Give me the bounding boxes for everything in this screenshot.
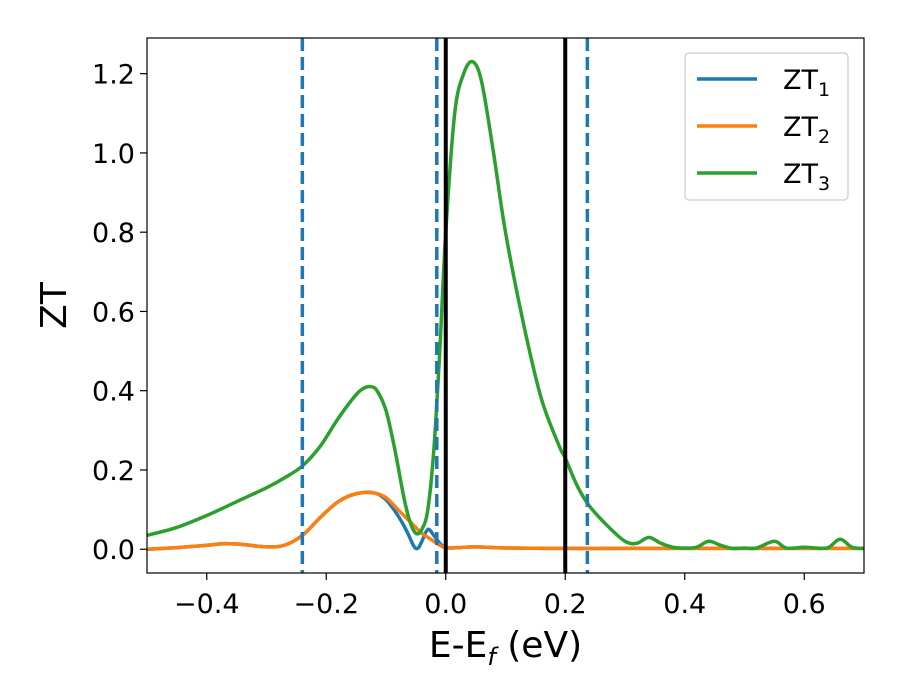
series-line-zt3 <box>147 59 864 551</box>
y-tick-label: 1.0 <box>92 139 135 170</box>
legend-label-sub: 3 <box>818 173 830 195</box>
x-axis-label-main: E-E <box>429 625 487 666</box>
x-tick-label: 0.2 <box>544 589 587 620</box>
y-tick-label: 1.2 <box>92 60 135 91</box>
x-axis-label: E-Ef (eV) <box>429 625 582 671</box>
legend-box <box>684 52 849 201</box>
y-axis-label: ZT <box>34 281 75 329</box>
y-tick-label: 0.6 <box>92 297 135 328</box>
plot-area <box>147 38 864 573</box>
legend-label-main: ZT <box>783 65 818 96</box>
legend-label-zt1: ZT1 <box>783 65 830 101</box>
x-tick-label: 0.4 <box>663 589 706 620</box>
x-tick-label: 0.0 <box>424 589 467 620</box>
y-tick-label: 0.4 <box>92 377 135 408</box>
x-axis-label-suffix: (eV) <box>496 625 582 666</box>
y-tick-label: 0.0 <box>92 535 135 566</box>
plot-frame <box>146 37 865 574</box>
axes: −0.4 −0.2 0.0 0.2 0.4 0.6 0.0 0.2 0.4 0.6 0.8 1.0 1.… <box>92 37 865 620</box>
plot-clip-group <box>147 59 864 551</box>
x-tick-label: 0.6 <box>783 589 826 620</box>
x-tick-label: −0.2 <box>293 589 359 620</box>
legend-label-main: ZT <box>783 159 818 190</box>
x-tick-label: −0.4 <box>174 589 240 620</box>
legend-label-sub: 1 <box>818 79 830 101</box>
y-tick-label: 0.8 <box>92 218 135 249</box>
legend-label-zt3: ZT3 <box>783 159 830 195</box>
legend-label-sub: 2 <box>818 126 830 148</box>
series-line-zt1 <box>147 490 864 551</box>
legend-label-zt2: ZT2 <box>783 112 830 148</box>
legend-label-main: ZT <box>783 112 818 143</box>
series-line-zt2 <box>147 490 864 551</box>
y-tick-label: 0.2 <box>92 456 135 487</box>
